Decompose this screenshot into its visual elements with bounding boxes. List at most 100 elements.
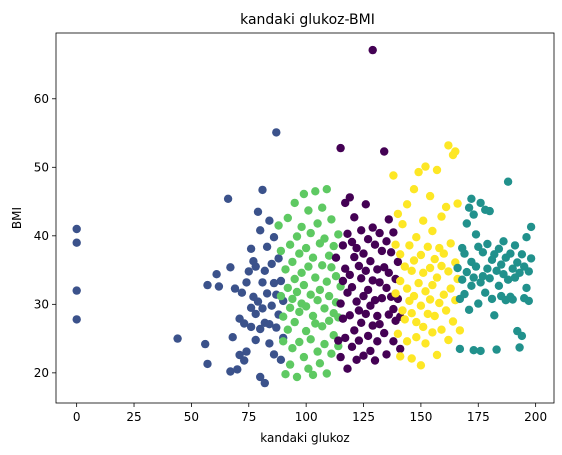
data-point [173, 334, 182, 343]
data-point [357, 318, 366, 327]
data-point [428, 328, 437, 337]
x-tick-label: 125 [352, 410, 375, 424]
data-point [499, 270, 508, 279]
data-point [281, 370, 290, 379]
data-point [260, 378, 269, 388]
data-point [370, 296, 380, 305]
data-point [308, 311, 318, 321]
data-point [460, 249, 469, 258]
data-point [471, 230, 481, 239]
y-tick-label: 40 [34, 229, 49, 243]
data-point [363, 331, 373, 341]
data-point [350, 252, 359, 262]
data-point [458, 275, 467, 284]
data-point [315, 285, 325, 295]
data-point [230, 284, 240, 293]
data-point [380, 147, 389, 156]
data-point [492, 345, 501, 354]
data-point [201, 339, 210, 349]
data-point [295, 307, 304, 317]
data-point [373, 337, 382, 346]
data-point [455, 326, 465, 335]
data-point [437, 325, 446, 334]
data-point [357, 274, 366, 283]
data-point [515, 268, 524, 277]
data-point [476, 346, 485, 356]
data-point [304, 262, 313, 271]
data-point [517, 250, 527, 259]
data-point [384, 215, 393, 224]
data-point [304, 206, 313, 215]
data-point [481, 288, 490, 297]
data-point [389, 171, 398, 180]
data-point [428, 226, 437, 236]
data-point [276, 355, 286, 364]
data-point [354, 336, 364, 345]
data-point [320, 304, 329, 313]
data-point [233, 365, 242, 374]
data-point [242, 347, 251, 356]
data-point [494, 281, 504, 290]
data-point [425, 191, 435, 201]
data-point [265, 339, 274, 348]
data-point [526, 222, 536, 232]
data-point [359, 249, 368, 258]
data-point [306, 290, 315, 299]
data-point [368, 223, 377, 232]
data-point [311, 187, 320, 196]
data-point [256, 324, 265, 334]
x-tick-label: 200 [524, 410, 547, 424]
data-point [478, 248, 488, 257]
data-point [308, 370, 318, 380]
data-point [258, 278, 267, 287]
data-point [474, 299, 483, 308]
data-point [416, 301, 426, 310]
data-point [522, 233, 531, 242]
data-point [276, 246, 286, 256]
data-point [428, 280, 437, 290]
data-point [384, 268, 393, 277]
data-point [244, 267, 253, 276]
data-point [492, 266, 501, 275]
data-point [467, 281, 476, 290]
data-point [366, 346, 375, 356]
data-point [363, 235, 373, 244]
data-point [414, 278, 423, 288]
data-point [292, 287, 302, 297]
data-point [338, 314, 348, 323]
data-point [246, 322, 256, 332]
data-point [435, 298, 444, 308]
data-point [285, 240, 295, 249]
data-point [347, 283, 357, 292]
data-point [508, 264, 517, 273]
data-point [345, 193, 354, 202]
data-point [485, 274, 494, 283]
data-point [407, 354, 416, 363]
data-point [409, 256, 419, 265]
data-point [258, 185, 267, 195]
data-point [400, 315, 409, 324]
data-point [235, 350, 244, 360]
data-point [361, 200, 370, 209]
data-point [336, 352, 345, 362]
data-point [345, 270, 354, 280]
data-point [368, 321, 377, 330]
data-point [345, 311, 354, 320]
data-point [402, 337, 412, 346]
data-point [354, 306, 364, 315]
data-point [267, 301, 276, 310]
data-point [396, 344, 405, 354]
x-tick-label: 175 [467, 410, 490, 424]
data-point [265, 216, 274, 225]
x-tick-label: 25 [126, 410, 141, 424]
data-point [318, 322, 327, 331]
data-point [313, 347, 322, 356]
data-point [515, 343, 524, 352]
data-point [334, 230, 343, 239]
data-point [322, 185, 331, 194]
data-point [313, 219, 322, 228]
data-point [425, 263, 435, 273]
data-point [407, 266, 416, 275]
data-point [389, 228, 398, 237]
data-point [246, 303, 256, 312]
